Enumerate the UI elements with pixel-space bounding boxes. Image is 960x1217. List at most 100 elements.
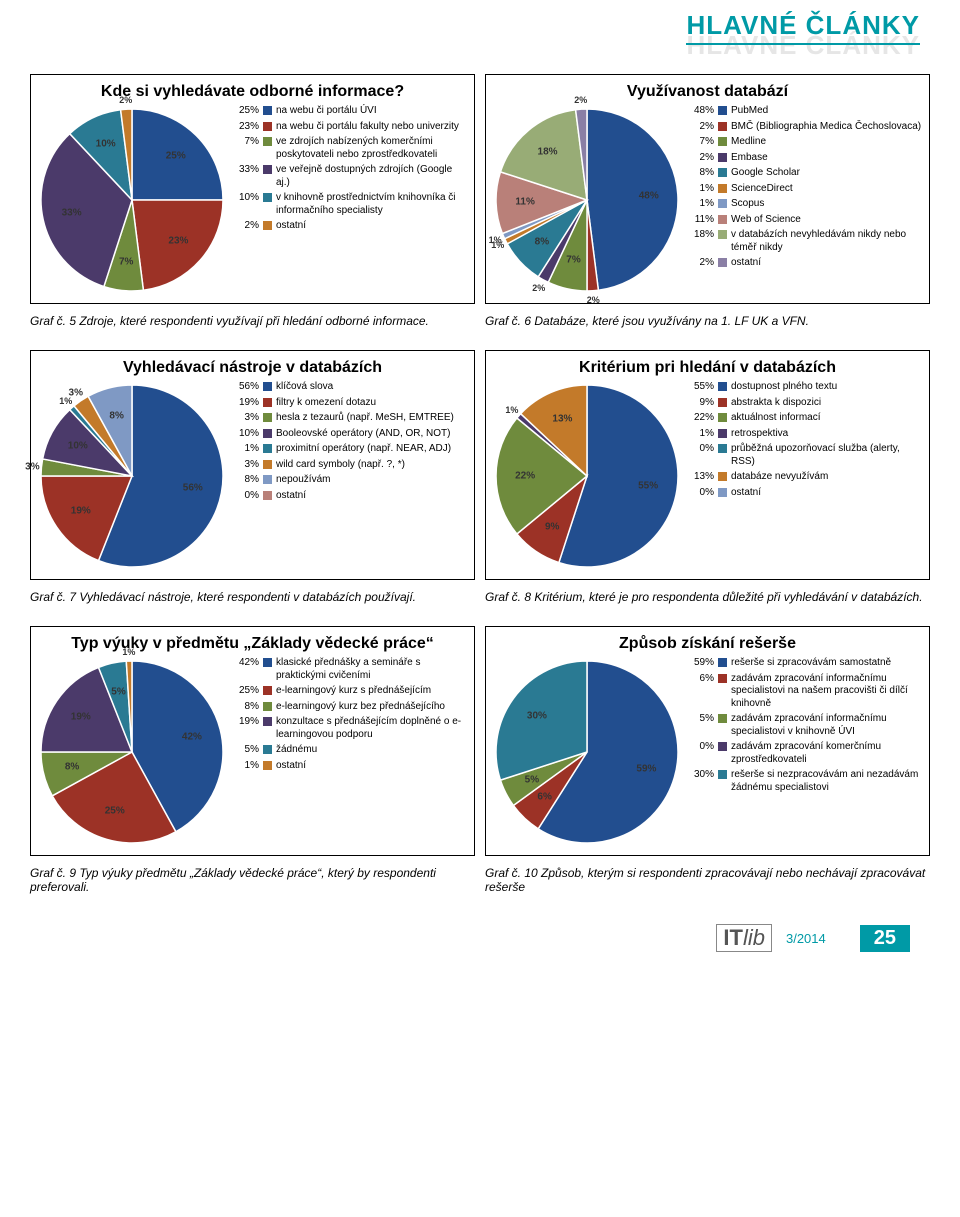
legend-text: na webu či portálu fakulty nebo univerzi…: [276, 121, 468, 134]
slice-pct-label: 1%: [505, 405, 518, 415]
legend-swatch: [263, 475, 272, 484]
slice-pct-label: 25%: [105, 806, 125, 817]
legend-pct: 0%: [688, 443, 714, 456]
pie-wrap: 56%19%3%10%1%3%8%: [37, 381, 227, 571]
legend-item: 0% ostatní: [233, 490, 468, 503]
legend-swatch: [718, 199, 727, 208]
legend-item: 2% BMČ (Bibliographia Medica Čechoslovac…: [688, 121, 923, 134]
legend-swatch: [718, 258, 727, 267]
legend-text: databáze nevyužívám: [731, 471, 923, 484]
legend-pct: 25%: [233, 105, 259, 118]
legend-text: v knihovně prostřednictvím knihovníka či…: [276, 192, 468, 217]
slice-pct-label: 8%: [109, 411, 123, 422]
slice-pct-label: 13%: [552, 414, 572, 425]
legend-swatch: [263, 491, 272, 500]
legend-pct: 1%: [233, 443, 259, 456]
legend-pct: 13%: [688, 471, 714, 484]
slice-pct-label: 5%: [525, 775, 539, 786]
legend-item: 19% konzultace s přednášejícím doplněné …: [233, 716, 468, 741]
legend-text: nepoužívám: [276, 474, 468, 487]
legend-pct: 56%: [233, 381, 259, 394]
legend-pct: 19%: [233, 716, 259, 729]
pie-chart: [492, 657, 682, 847]
legend-text: Booleovské operátory (AND, OR, NOT): [276, 428, 468, 441]
legend-pct: 59%: [688, 657, 714, 670]
legend-swatch: [718, 488, 727, 497]
slice-pct-label: 19%: [71, 712, 91, 723]
legend-swatch: [718, 382, 727, 391]
chart-caption: Graf č. 9 Typ výuky předmětu „Základy vě…: [30, 866, 475, 894]
legend-swatch: [718, 742, 727, 751]
slice-pct-label: 6%: [537, 792, 551, 803]
legend-item: 11% Web of Science: [688, 214, 923, 227]
chart-caption: Graf č. 10 Způsob, kterým si respondenti…: [485, 866, 930, 894]
legend-pct: 3%: [233, 459, 259, 472]
legend-text: na webu či portálu ÚVI: [276, 105, 468, 118]
legend-pct: 7%: [233, 136, 259, 149]
legend-item: 3% hesla z tezaurů (např. MeSH, EMTREE): [233, 412, 468, 425]
legend-pct: 5%: [688, 713, 714, 726]
legend-pct: 8%: [688, 167, 714, 180]
chart-caption: Graf č. 8 Kritérium, které je pro respon…: [485, 590, 930, 604]
legend-item: 8% Google Scholar: [688, 167, 923, 180]
legend-pct: 23%: [233, 121, 259, 134]
legend-swatch: [718, 714, 727, 723]
slice-pct-label: 1%: [489, 235, 502, 245]
legend-item: 1% proximitní operátory (např. NEAR, ADJ…: [233, 443, 468, 456]
legend-pct: 30%: [688, 769, 714, 782]
chart-legend: 59% rešerše si zpracovávám samostatně 6%…: [688, 657, 923, 797]
legend-text: žádnému: [276, 744, 468, 757]
slice-pct-label: 33%: [62, 208, 82, 219]
legend-swatch: [263, 193, 272, 202]
slice-pct-label: 2%: [532, 283, 545, 293]
slice-pct-label: 9%: [545, 522, 559, 533]
legend-item: 1% retrospektiva: [688, 428, 923, 441]
legend-text: BMČ (Bibliographia Medica Čechoslovaca): [731, 121, 923, 134]
legend-text: Web of Science: [731, 214, 923, 227]
legend-text: PubMed: [731, 105, 923, 118]
legend-text: zadávám zpracování informačnímu speciali…: [731, 713, 923, 738]
legend-item: 2% ostatní: [688, 257, 923, 270]
legend-swatch: [263, 658, 272, 667]
legend-text: rešerše si zpracovávám samostatně: [731, 657, 923, 670]
legend-item: 18% v databázích nevyhledávám nikdy nebo…: [688, 229, 923, 254]
legend-item: 2% ostatní: [233, 220, 468, 233]
legend-pct: 22%: [688, 412, 714, 425]
legend-pct: 11%: [688, 214, 714, 227]
legend-text: aktuálnost informací: [731, 412, 923, 425]
legend-swatch: [718, 122, 727, 131]
slice-pct-label: 19%: [71, 505, 91, 516]
legend-text: wild card symboly (např. ?, *): [276, 459, 468, 472]
legend-text: klíčová slova: [276, 381, 468, 394]
chart-panel: Využívanost databází 48%2%7%2%8%1%1%11%1…: [485, 74, 930, 304]
legend-text: Medline: [731, 136, 923, 149]
slice-pct-label: 7%: [119, 256, 133, 267]
slice-pct-label: 30%: [527, 710, 547, 721]
slice-pct-label: 2%: [587, 295, 600, 305]
legend-swatch: [263, 137, 272, 146]
pie-wrap: 42%25%8%19%5%1%: [37, 657, 227, 847]
slice-pct-label: 10%: [68, 441, 88, 452]
legend-swatch: [718, 106, 727, 115]
legend-pct: 2%: [688, 257, 714, 270]
slice-pct-label: 3%: [25, 461, 39, 472]
legend-swatch: [263, 429, 272, 438]
legend-text: ve zdrojích nabízených komerčními poskyt…: [276, 136, 468, 161]
legend-pct: 33%: [233, 164, 259, 177]
legend-item: 13% databáze nevyužívám: [688, 471, 923, 484]
legend-item: 10% v knihovně prostřednictvím knihovník…: [233, 192, 468, 217]
chart-caption: Graf č. 5 Zdroje, které respondenti využ…: [30, 314, 475, 328]
chart-legend: 25% na webu či portálu ÚVI 23% na webu č…: [233, 105, 468, 236]
legend-text: filtry k omezení dotazu: [276, 397, 468, 410]
chart-legend: 42% klasické přednášky a semináře s prak…: [233, 657, 468, 775]
slice-pct-label: 1%: [122, 647, 135, 657]
legend-item: 23% na webu či portálu fakulty nebo univ…: [233, 121, 468, 134]
legend-item: 22% aktuálnost informací: [688, 412, 923, 425]
journal-logo: ITlib: [716, 924, 772, 952]
slice-pct-label: 18%: [538, 147, 558, 158]
legend-swatch: [718, 168, 727, 177]
legend-item: 42% klasické přednášky a semináře s prak…: [233, 657, 468, 682]
chart-title: Kritérium pri hledání v databázích: [492, 359, 923, 377]
legend-pct: 0%: [688, 487, 714, 500]
chart-legend: 48% PubMed 2% BMČ (Bibliographia Medica …: [688, 105, 923, 273]
